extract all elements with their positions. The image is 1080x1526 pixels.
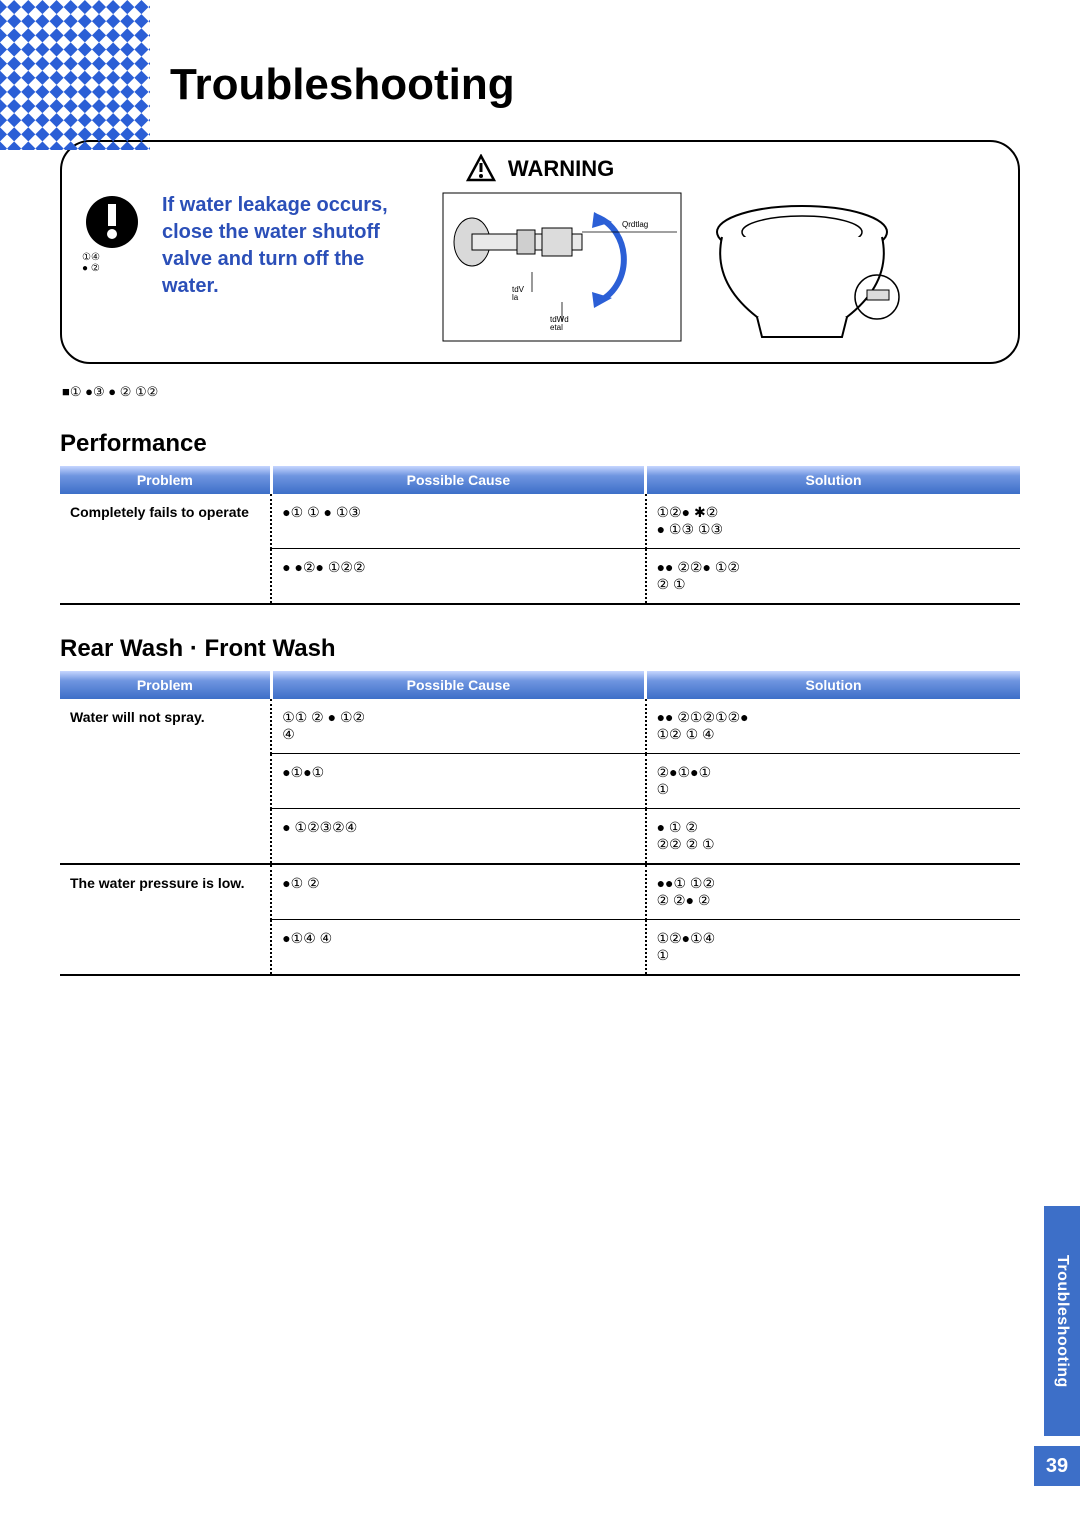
section1-heading: Performance xyxy=(60,430,1020,458)
section1-table: Problem Possible Cause Solution Complete… xyxy=(60,466,1020,605)
section1-solution-0: ①②● ✱② ● ①③ ①③ xyxy=(646,494,1020,549)
diagram-label-c2: etal xyxy=(550,323,563,332)
section2-solution-3: ●●① ①② ② ②● ② xyxy=(646,864,1020,920)
section2-cause-0: ①① ② ● ①② ④ xyxy=(271,699,645,754)
section2-cause-3: ●① ② xyxy=(271,864,645,920)
warning-header-text: WARNING xyxy=(508,156,614,181)
exclamation-circle-icon xyxy=(82,192,142,252)
section2-cause-4: ●①④ ④ xyxy=(271,920,645,976)
warning-triangle-icon xyxy=(466,154,496,182)
section1-solution-1: ●● ②②● ①② ② ① xyxy=(646,549,1020,605)
decorative-pattern xyxy=(0,0,150,150)
section2-solution-2: ● ① ② ②② ② ① xyxy=(646,809,1020,865)
warning-text: If water leakage occurs, close the water… xyxy=(162,192,422,300)
section1-th-cause: Possible Cause xyxy=(271,466,645,494)
exclamation-subtext: ①④ ● ② xyxy=(82,252,142,274)
warning-header: WARNING xyxy=(82,142,998,192)
table-row: The water pressure is low. ●① ② ●●① ①② ②… xyxy=(60,864,1020,920)
section2-solution-4: ①②●①④ ① xyxy=(646,920,1020,976)
warning-box: WARNING ①④ ● ② If water leakage occurs, … xyxy=(60,140,1020,364)
section2-cause-1: ●①●① xyxy=(271,754,645,809)
section2-th-cause: Possible Cause xyxy=(271,671,645,699)
page-title: Troubleshooting xyxy=(170,60,1020,110)
section2-header-row: Problem Possible Cause Solution xyxy=(60,671,1020,699)
table-row: Completely fails to operate ●① ① ● ①③ ①②… xyxy=(60,494,1020,549)
section2-solution-1: ②●①●① ① xyxy=(646,754,1020,809)
table-row: Water will not spray. ①① ② ● ①② ④ ●● ②①②… xyxy=(60,699,1020,754)
section2-th-problem: Problem xyxy=(60,671,271,699)
side-tab: Troubleshooting xyxy=(1044,1206,1080,1436)
toilet-diagram xyxy=(702,192,902,342)
page-number: 39 xyxy=(1034,1446,1080,1486)
section2-table: Problem Possible Cause Solution Water wi… xyxy=(60,671,1020,976)
warning-body: ①④ ● ② If water leakage occurs, close th… xyxy=(82,192,998,342)
section1-header-row: Problem Possible Cause Solution xyxy=(60,466,1020,494)
section1-cause-1: ● ●②● ①②② xyxy=(271,549,645,605)
section1-th-problem: Problem xyxy=(60,466,271,494)
section2-problem-0: Water will not spray. xyxy=(60,699,271,864)
section1-th-solution: Solution xyxy=(646,466,1020,494)
page-root: Troubleshooting WARNING ①④ ● ② If water … xyxy=(0,0,1080,1526)
diagram-label-b2: la xyxy=(512,293,519,302)
diagram-label-a: Qrdtlag xyxy=(622,220,648,229)
pre-note: ■① ●③ ● ② ①② xyxy=(62,384,1020,400)
section2-problem-3: The water pressure is low. xyxy=(60,864,271,975)
section2-heading: Rear Wash · Front Wash xyxy=(60,635,1020,663)
section2-solution-0: ●● ②①②①②● ①② ① ④ xyxy=(646,699,1020,754)
section1-problem-0: Completely fails to operate xyxy=(60,494,271,604)
shutoff-valve-diagram: Qrdtlag tdV la tdWd etal xyxy=(442,192,682,342)
section1-cause-0: ●① ① ● ①③ xyxy=(271,494,645,549)
section2-th-solution: Solution xyxy=(646,671,1020,699)
section2-cause-2: ● ①②③②④ xyxy=(271,809,645,865)
exclamation-block: ①④ ● ② xyxy=(82,192,142,274)
